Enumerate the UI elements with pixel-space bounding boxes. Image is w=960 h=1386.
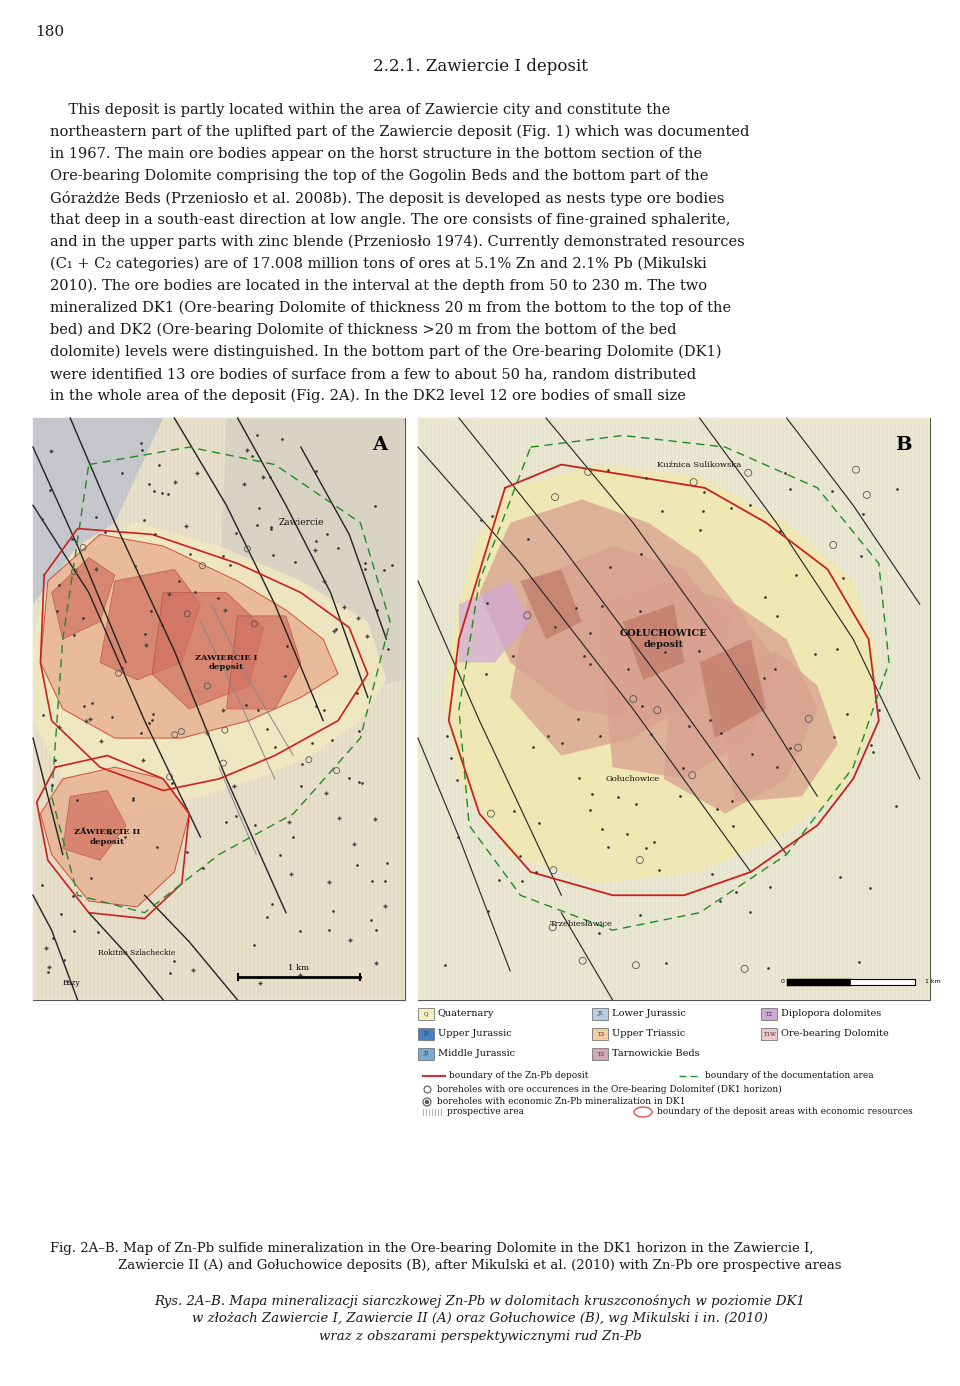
Text: Q: Q xyxy=(423,1012,428,1016)
Text: Middle Jurassic: Middle Jurassic xyxy=(438,1049,516,1059)
Text: Łazy: Łazy xyxy=(62,979,81,987)
Text: in 1967. The main ore bodies appear on the horst structure in the bottom section: in 1967. The main ore bodies appear on t… xyxy=(50,147,702,161)
Polygon shape xyxy=(219,419,405,710)
FancyBboxPatch shape xyxy=(418,419,930,1001)
Text: boundary of the Zn-Pb deposit: boundary of the Zn-Pb deposit xyxy=(449,1071,588,1081)
Text: boreholes with ore occurences in the Ore-bearing Dolomitef (DK1 horizon): boreholes with ore occurences in the Ore… xyxy=(437,1084,781,1094)
Text: ZAWIERCIE II
deposit: ZAWIERCIE II deposit xyxy=(74,829,140,845)
Text: 1 km: 1 km xyxy=(288,963,309,972)
Polygon shape xyxy=(40,768,189,906)
Text: were identified 13 ore bodies of surface from a few to about 50 ha, random distr: were identified 13 ore bodies of surface… xyxy=(50,367,696,381)
Text: 180: 180 xyxy=(35,25,64,39)
Polygon shape xyxy=(715,651,838,802)
Polygon shape xyxy=(100,570,201,681)
FancyBboxPatch shape xyxy=(418,1028,434,1040)
Text: prospective area: prospective area xyxy=(447,1107,524,1117)
Text: w złożach Zawiercie I, Zawiercie II (A) oraz Gołuchowice (B), wg Mikulski i in. : w złożach Zawiercie I, Zawiercie II (A) … xyxy=(192,1313,768,1325)
Text: mineralized DK1 (Ore-bearing Dolomite of thickness 20 m from the bottom to the t: mineralized DK1 (Ore-bearing Dolomite of… xyxy=(50,301,732,316)
FancyBboxPatch shape xyxy=(592,1048,608,1060)
Text: T3: T3 xyxy=(596,1052,604,1056)
Text: in the whole area of the deposit (Fig. 2A). In the DK2 level 12 ore bodies of sm: in the whole area of the deposit (Fig. 2… xyxy=(50,389,685,403)
FancyBboxPatch shape xyxy=(418,1008,434,1020)
Text: J1: J1 xyxy=(597,1012,603,1016)
Text: Lower Jurassic: Lower Jurassic xyxy=(612,1009,686,1019)
Text: J2: J2 xyxy=(423,1052,429,1056)
Text: T2: T2 xyxy=(765,1012,773,1016)
Text: Zawiercie II (A) and Gołuchowice deposits (B), after Mikulski et al. (2010) with: Zawiercie II (A) and Gołuchowice deposit… xyxy=(118,1258,842,1272)
Text: GOŁUCHOWICE
deposit: GOŁUCHOWICE deposit xyxy=(620,629,708,649)
Text: wraz z obszarami perspektywicznymi rud Zn-Pb: wraz z obszarami perspektywicznymi rud Z… xyxy=(319,1331,641,1343)
Text: A: A xyxy=(372,437,387,455)
FancyBboxPatch shape xyxy=(418,419,930,1001)
Polygon shape xyxy=(227,615,300,710)
FancyBboxPatch shape xyxy=(592,1008,608,1020)
Polygon shape xyxy=(663,604,817,814)
Text: Górażdże Beds (Przeniosło et al. 2008b). The deposit is developed as nests type : Górażdże Beds (Przeniosło et al. 2008b).… xyxy=(50,191,725,207)
Text: Upper Jurassic: Upper Jurassic xyxy=(438,1030,512,1038)
Text: Gołuchowice: Gołuchowice xyxy=(606,775,660,783)
Text: boundary of the deposit areas with economic resources: boundary of the deposit areas with econo… xyxy=(657,1107,913,1117)
Text: that deep in a south-east direction at low angle. The ore consists of fine-grain: that deep in a south-east direction at l… xyxy=(50,213,731,227)
Text: and in the upper parts with zinc blende (Przeniosło 1974). Currently demonstrate: and in the upper parts with zinc blende … xyxy=(50,236,745,249)
Polygon shape xyxy=(479,499,735,721)
FancyBboxPatch shape xyxy=(761,1008,777,1020)
Polygon shape xyxy=(623,604,684,681)
Polygon shape xyxy=(40,535,338,739)
Polygon shape xyxy=(152,593,264,710)
Polygon shape xyxy=(52,557,115,639)
Text: 2.2.1. Zawiercie I deposit: 2.2.1. Zawiercie I deposit xyxy=(372,58,588,75)
Text: dolomite) levels were distinguished. In the bottom part of the Ore-bearing Dolom: dolomite) levels were distinguished. In … xyxy=(50,345,722,359)
Text: boreholes with economic Zn-Pb mineralization in DK1: boreholes with economic Zn-Pb mineraliza… xyxy=(437,1098,685,1106)
Text: Tarnowickie Beds: Tarnowickie Beds xyxy=(612,1049,700,1059)
Polygon shape xyxy=(62,790,126,861)
FancyBboxPatch shape xyxy=(592,1028,608,1040)
Text: Rokitno Szlacheckie: Rokitno Szlacheckie xyxy=(99,949,176,958)
Text: 2010). The ore bodies are located in the interval at the depth from 50 to 230 m.: 2010). The ore bodies are located in the… xyxy=(50,279,708,294)
Text: B: B xyxy=(896,437,912,455)
FancyBboxPatch shape xyxy=(761,1028,777,1040)
Text: Quaternary: Quaternary xyxy=(438,1009,494,1019)
Text: Diplopora dolomites: Diplopora dolomites xyxy=(781,1009,881,1019)
Polygon shape xyxy=(459,581,531,663)
Text: Ore-bearing Dolomite comprising the top of the Gogolin Beds and the bottom part : Ore-bearing Dolomite comprising the top … xyxy=(50,169,708,183)
Polygon shape xyxy=(33,419,405,1001)
Text: J3: J3 xyxy=(423,1031,429,1037)
Text: This deposit is partly located within the area of Zawiercie city and constitute : This deposit is partly located within th… xyxy=(50,103,670,116)
Text: 1 km: 1 km xyxy=(924,979,941,984)
Polygon shape xyxy=(597,581,777,779)
Text: northeastern part of the uplifted part of the Zawiercie deposit (Fig. 1) which w: northeastern part of the uplifted part o… xyxy=(50,125,750,140)
Text: Zawiercie: Zawiercie xyxy=(278,518,324,527)
Text: Upper Triassic: Upper Triassic xyxy=(612,1030,685,1038)
Text: Trzebiesławice: Trzebiesławice xyxy=(550,920,613,929)
Polygon shape xyxy=(444,464,878,884)
Text: boundary of the documentation area: boundary of the documentation area xyxy=(705,1071,874,1081)
FancyBboxPatch shape xyxy=(33,419,405,1001)
Text: T1W: T1W xyxy=(762,1031,776,1037)
Polygon shape xyxy=(33,419,163,604)
Polygon shape xyxy=(520,570,582,639)
Text: Kuźnica Sulikowska: Kuźnica Sulikowska xyxy=(658,460,742,468)
Text: bed) and DK2 (Ore-bearing Dolomite of thickness >20 m from the bottom of the bed: bed) and DK2 (Ore-bearing Dolomite of th… xyxy=(50,323,677,337)
Text: (C₁ + C₂ categories) are of 17.008 million tons of ores at 5.1% Zn and 2.1% Pb (: (C₁ + C₂ categories) are of 17.008 milli… xyxy=(50,256,707,272)
FancyBboxPatch shape xyxy=(418,1048,434,1060)
Text: Fig. 2A–B. Map of Zn-Pb sulfide mineralization in the Ore-bearing Dolomite in th: Fig. 2A–B. Map of Zn-Pb sulfide minerali… xyxy=(50,1242,813,1254)
Text: Ore-bearing Dolomite: Ore-bearing Dolomite xyxy=(781,1030,889,1038)
Circle shape xyxy=(425,1100,428,1103)
Text: 0: 0 xyxy=(780,979,784,984)
Text: T3: T3 xyxy=(596,1031,604,1037)
Text: Rys. 2A–B. Mapa mineralizacji siarczkowej Zn-Pb w dolomitach kruszconośnych w p: Rys. 2A–B. Mapa mineralizacji siarczkowe… xyxy=(155,1295,805,1307)
Polygon shape xyxy=(700,639,766,739)
Polygon shape xyxy=(510,546,725,755)
Polygon shape xyxy=(33,523,386,814)
Text: ZAWIERCIE I
deposit: ZAWIERCIE I deposit xyxy=(195,654,257,671)
